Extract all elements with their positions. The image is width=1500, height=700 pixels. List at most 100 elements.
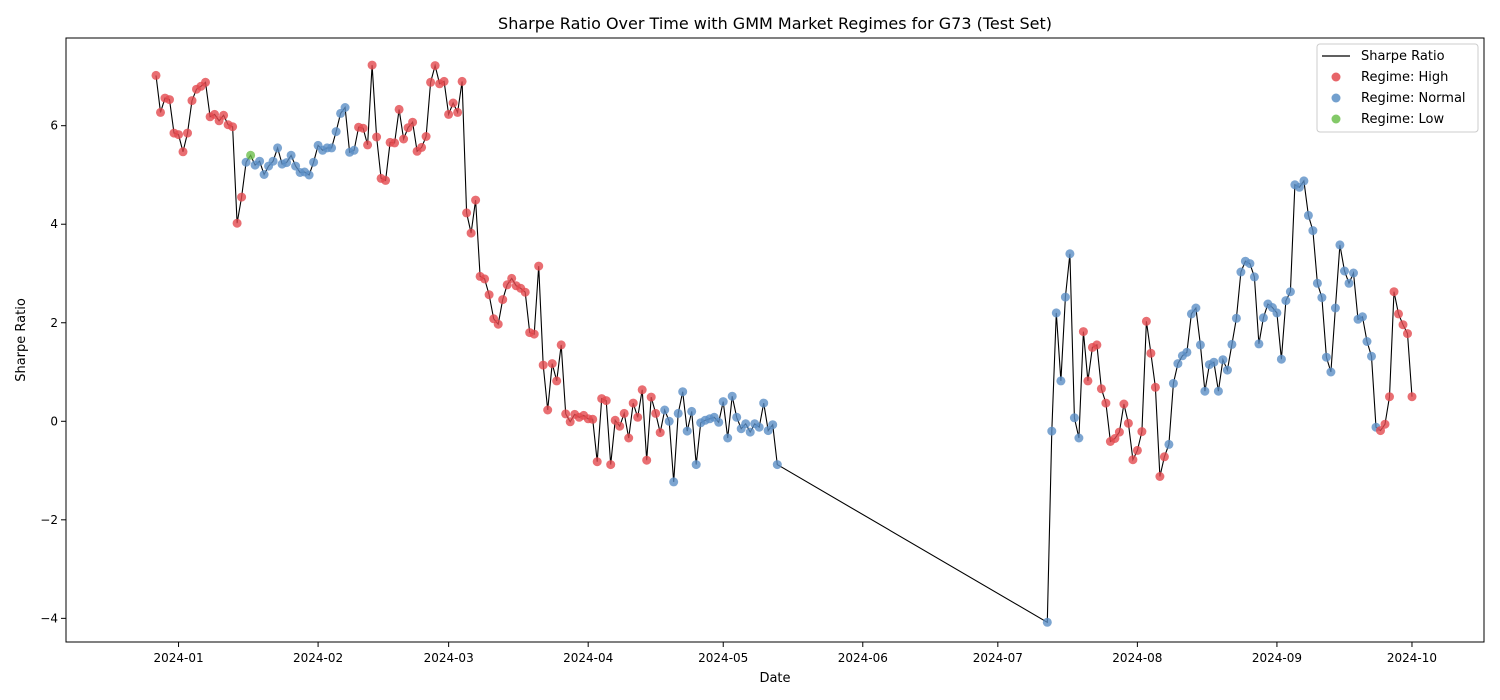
- data-point: [1078, 327, 1088, 337]
- data-point: [1308, 226, 1318, 236]
- data-point: [349, 145, 359, 155]
- data-point: [1119, 399, 1129, 409]
- data-point: [367, 60, 377, 70]
- data-point: [340, 103, 350, 112]
- data-point: [1200, 386, 1210, 396]
- data-point: [1330, 303, 1340, 313]
- data-point: [1376, 426, 1385, 436]
- data-point: [1128, 455, 1138, 465]
- data-point: [1335, 240, 1345, 250]
- data-point: [444, 109, 454, 119]
- data-point: [408, 117, 418, 127]
- data-point: [174, 130, 183, 140]
- data-point: [1101, 398, 1111, 408]
- data-point: [1245, 259, 1255, 269]
- data-point: [304, 170, 314, 180]
- data-point: [556, 340, 566, 350]
- data-point: [268, 156, 278, 166]
- data-point: [547, 359, 557, 369]
- data-point: [1218, 355, 1228, 365]
- legend-marker-high: [1331, 72, 1341, 82]
- data-point: [1114, 427, 1124, 437]
- data-point: [273, 143, 283, 153]
- data-point: [394, 104, 404, 114]
- data-point: [430, 61, 440, 71]
- legend-label-normal: Regime: Normal: [1361, 91, 1466, 106]
- x-tick-label: 2024-08: [1112, 651, 1162, 665]
- data-point: [1254, 339, 1264, 349]
- data-point: [588, 414, 598, 424]
- data-point: [1249, 272, 1259, 282]
- data-point: [309, 157, 319, 167]
- data-point: [534, 261, 544, 271]
- data-point: [561, 409, 571, 419]
- y-tick-label: 0: [50, 414, 58, 428]
- data-point: [457, 76, 467, 86]
- data-point: [1051, 308, 1061, 318]
- data-point: [1394, 309, 1403, 319]
- data-point: [723, 433, 733, 443]
- y-tick-label: 4: [50, 217, 58, 231]
- data-point: [448, 98, 458, 108]
- data-point: [246, 150, 256, 160]
- data-point: [232, 218, 242, 228]
- data-point: [471, 195, 481, 205]
- data-point: [1303, 210, 1313, 220]
- data-point: [1272, 308, 1282, 318]
- data-point: [606, 460, 616, 470]
- x-tick-label: 2024-03: [424, 651, 474, 665]
- data-point: [637, 385, 647, 395]
- data-point: [633, 412, 643, 422]
- data-point: [768, 420, 778, 430]
- data-point: [291, 161, 301, 171]
- data-point: [727, 391, 737, 401]
- data-point: [682, 426, 692, 436]
- data-point: [1222, 365, 1232, 375]
- data-point: [646, 392, 656, 402]
- data-point: [421, 132, 431, 141]
- data-point: [1362, 337, 1372, 346]
- x-tick-label: 2024-06: [838, 651, 888, 665]
- data-point: [480, 274, 490, 284]
- data-point: [1326, 367, 1336, 377]
- data-point: [565, 417, 575, 427]
- x-tick-label: 2024-10: [1387, 651, 1437, 665]
- data-point: [615, 421, 625, 431]
- data-point: [745, 427, 755, 437]
- y-tick-label: −4: [40, 611, 58, 625]
- data-point: [1065, 249, 1075, 259]
- data-point: [1389, 287, 1399, 297]
- data-point: [660, 405, 670, 415]
- data-point: [417, 142, 427, 152]
- data-point: [759, 398, 769, 408]
- data-point: [619, 408, 629, 418]
- data-point: [601, 396, 611, 406]
- legend: Sharpe Ratio Regime: High Regime: Normal…: [1316, 43, 1479, 133]
- data-point: [237, 192, 247, 202]
- data-point: [1132, 445, 1142, 455]
- y-tick-label: −2: [40, 513, 58, 527]
- data-point: [529, 329, 539, 339]
- data-point: [1083, 376, 1093, 386]
- data-point: [1321, 352, 1331, 362]
- data-point: [1285, 287, 1295, 297]
- data-point: [187, 96, 197, 106]
- data-point: [1358, 312, 1367, 322]
- data-point: [655, 428, 665, 438]
- data-point: [1231, 313, 1241, 323]
- data-point: [714, 417, 724, 427]
- x-tick-label: 2024-07: [973, 651, 1023, 665]
- data-point: [498, 295, 508, 305]
- data-point: [754, 422, 764, 432]
- data-point: [201, 77, 210, 87]
- data-point: [1042, 617, 1052, 627]
- data-point: [156, 107, 165, 117]
- data-point: [1150, 382, 1160, 392]
- data-point: [1281, 296, 1291, 306]
- data-point: [466, 228, 476, 238]
- legend-marker-normal: [1331, 93, 1341, 103]
- legend-box: [1316, 43, 1479, 133]
- data-point: [1312, 278, 1322, 288]
- data-point: [718, 397, 728, 407]
- x-axis-label: Date: [759, 671, 790, 686]
